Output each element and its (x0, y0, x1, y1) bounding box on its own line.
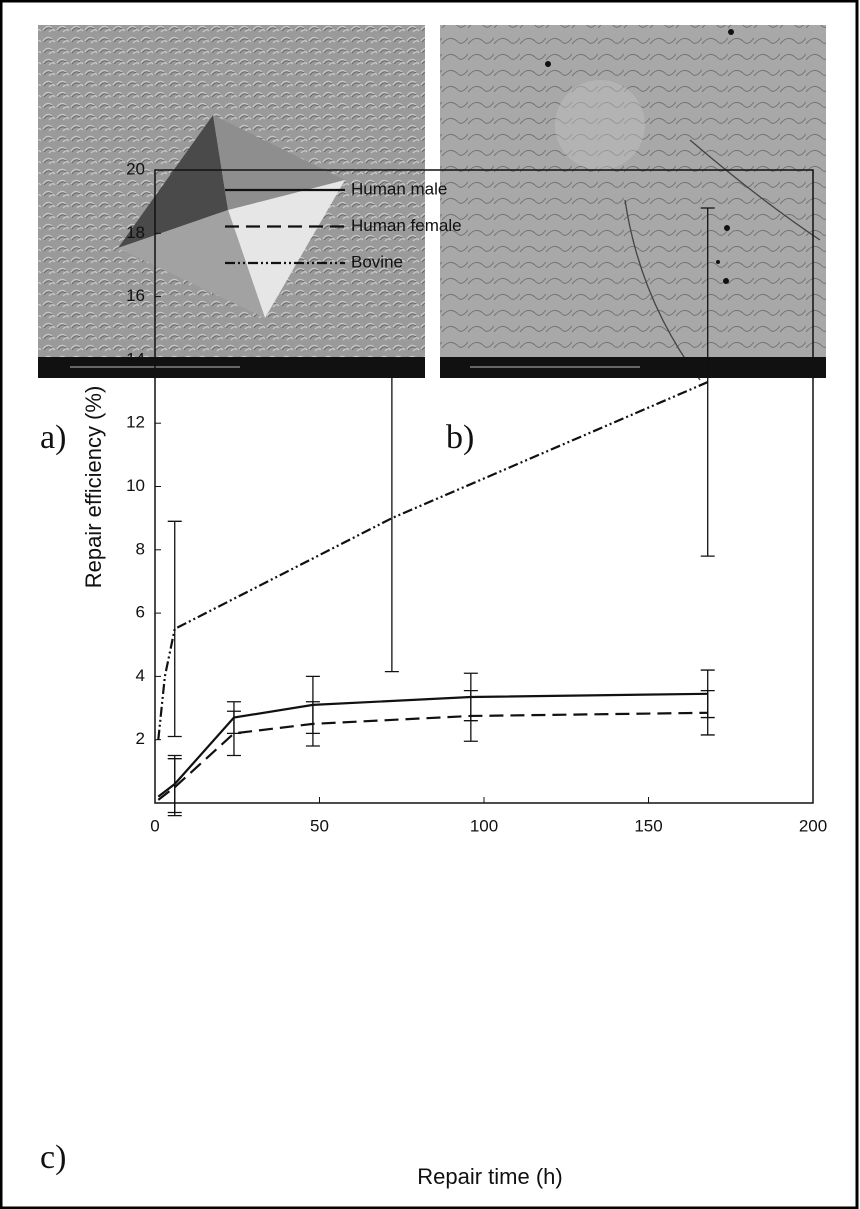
legend-label: Human male (351, 179, 447, 198)
x-tick-label: 0 (150, 816, 159, 835)
y-tick-label: 18 (126, 223, 145, 242)
y-tick-label: 2 (136, 729, 145, 748)
x-tick-label: 50 (310, 816, 329, 835)
y-axis-label: Repair efficiency (%) (81, 386, 106, 589)
y-tick-label: 20 (126, 159, 145, 178)
y-tick-label: 16 (126, 286, 145, 305)
x-tick-label: 100 (470, 816, 498, 835)
x-tick-label: 200 (799, 816, 827, 835)
panel-label: c) (40, 1139, 66, 1176)
panel-label: a) (40, 419, 66, 456)
y-tick-label: 14 (126, 349, 145, 368)
y-tick-label: 8 (136, 539, 145, 558)
y-tick-label: 4 (136, 666, 145, 685)
panel-label: b) (446, 419, 474, 456)
y-tick-label: 6 (136, 603, 145, 622)
y-tick-label: 10 (126, 476, 145, 495)
legend-label: Bovine (351, 252, 403, 271)
x-axis-label: Repair time (h) (417, 1164, 562, 1189)
micrograph-a (38, 25, 425, 378)
y-tick-label: 12 (126, 413, 145, 432)
x-tick-label: 150 (634, 816, 662, 835)
legend-label: Human female (351, 216, 462, 235)
micrograph-b (440, 25, 826, 380)
figure: a) b) c) Repair time (h) Repair efficien… (0, 0, 860, 1209)
